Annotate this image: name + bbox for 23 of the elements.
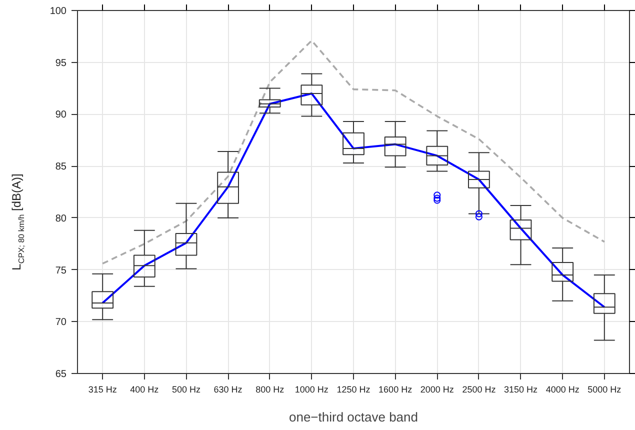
y-tick-label: 95 xyxy=(55,58,67,69)
x-tick-label: 1600 Hz xyxy=(378,384,413,394)
x-tick-label: 800 Hz xyxy=(256,384,285,394)
x-tick-label: 630 Hz xyxy=(214,384,243,394)
x-tick-label: 500 Hz xyxy=(172,384,201,394)
y-tick-label: 90 xyxy=(55,110,67,121)
y-tick-label: 65 xyxy=(55,369,67,380)
x-tick-label: 1250 Hz xyxy=(336,384,371,394)
x-tick-label: 3150 Hz xyxy=(504,384,538,394)
line-series xyxy=(102,40,606,264)
y-tick-label: 70 xyxy=(55,317,67,328)
x-axis-title: one−third octave band xyxy=(288,410,418,424)
x-tick-label: 2000 Hz xyxy=(420,384,454,394)
x-tick-label: 5000 Hz xyxy=(588,384,622,394)
y-tick-label: 85 xyxy=(55,162,67,173)
y-tick-label: 100 xyxy=(50,6,67,17)
x-tick-label: 315 Hz xyxy=(88,384,118,394)
x-tick-label: 400 Hz xyxy=(130,384,160,394)
x-tick-label: 2500 Hz xyxy=(462,384,496,394)
y-tick-label: 75 xyxy=(55,265,67,276)
y-tick-label: 80 xyxy=(55,213,67,224)
x-tick-label: 4000 Hz xyxy=(546,384,580,394)
x-tick-label: 1000 Hz xyxy=(294,384,329,394)
